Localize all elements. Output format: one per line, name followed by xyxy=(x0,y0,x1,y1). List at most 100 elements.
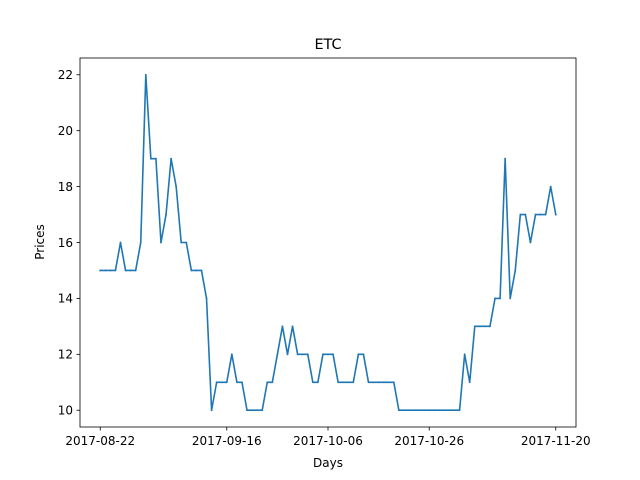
x-tick-label: 2017-11-20 xyxy=(521,434,591,448)
y-axis-label: Prices xyxy=(33,224,47,260)
data-point xyxy=(114,269,117,272)
x-tick-label: 2017-10-26 xyxy=(394,434,464,448)
data-point xyxy=(397,409,400,412)
data-point xyxy=(311,381,314,384)
data-point xyxy=(251,409,253,412)
data-point xyxy=(357,353,360,356)
y-tick-label: 12 xyxy=(58,348,73,362)
data-point xyxy=(554,213,557,216)
plot-area xyxy=(80,58,576,427)
data-point xyxy=(109,269,112,272)
data-point xyxy=(149,157,152,160)
data-point xyxy=(261,409,264,412)
y-axis-ticks: 10 12 14 16 18 20 22 xyxy=(58,68,80,418)
x-axis-ticks: 2017-08-22 2017-09-16 2017-10-06 2017-10-26… xyxy=(65,427,591,448)
data-point xyxy=(266,381,269,384)
y-tick-label: 20 xyxy=(58,124,73,138)
data-point xyxy=(342,381,345,384)
data-point xyxy=(549,185,552,188)
data-point xyxy=(428,409,431,412)
data-point xyxy=(296,353,299,356)
data-point xyxy=(448,409,451,412)
data-point xyxy=(306,353,309,356)
data-point xyxy=(519,213,522,216)
data-point xyxy=(438,409,441,412)
x-axis-label: Days xyxy=(313,456,343,470)
data-point xyxy=(509,297,512,300)
y-tick-label: 18 xyxy=(58,180,73,194)
data-point xyxy=(230,353,233,356)
data-point xyxy=(139,241,142,244)
x-tick-label: 2017-09-16 xyxy=(192,434,262,448)
x-tick-label: 2017-08-22 xyxy=(65,434,135,448)
data-point xyxy=(291,325,294,328)
data-point xyxy=(377,381,380,384)
data-point xyxy=(499,297,501,300)
data-point xyxy=(443,409,446,412)
data-point xyxy=(408,409,410,412)
data-point xyxy=(215,381,218,384)
data-point xyxy=(534,213,537,216)
chart-title: ETC xyxy=(314,37,341,53)
data-point xyxy=(301,353,304,356)
data-point xyxy=(119,241,122,244)
data-point xyxy=(155,157,157,160)
data-point xyxy=(544,213,547,216)
data-point xyxy=(463,353,466,356)
data-point xyxy=(104,269,107,272)
data-point xyxy=(403,409,405,412)
data-point xyxy=(316,381,319,384)
data-point xyxy=(484,325,486,328)
data-point xyxy=(241,381,243,384)
data-point xyxy=(180,241,183,244)
data-point xyxy=(185,241,188,244)
x-tick-label: 2017-10-06 xyxy=(293,434,363,448)
data-point xyxy=(352,381,355,384)
data-point xyxy=(468,381,471,384)
data-point xyxy=(539,213,542,216)
data-point xyxy=(413,409,415,412)
data-point xyxy=(134,269,137,272)
data-point xyxy=(205,297,208,300)
axes-background xyxy=(80,58,576,427)
data-point xyxy=(504,157,507,160)
data-point xyxy=(165,213,167,216)
data-point xyxy=(347,381,350,384)
data-point xyxy=(99,269,102,272)
data-point xyxy=(382,381,385,384)
data-point xyxy=(458,409,461,412)
data-point xyxy=(473,325,476,328)
data-point xyxy=(246,409,248,412)
data-point xyxy=(236,381,238,384)
data-point xyxy=(124,269,127,272)
y-tick-label: 22 xyxy=(58,68,73,82)
y-tick-label: 14 xyxy=(58,292,73,306)
data-point xyxy=(423,409,426,412)
data-point xyxy=(144,73,147,76)
data-point xyxy=(529,241,532,244)
data-point xyxy=(453,409,456,412)
data-point xyxy=(175,185,178,188)
y-tick-label: 16 xyxy=(58,236,73,250)
data-point xyxy=(478,325,481,328)
data-point xyxy=(200,269,203,272)
data-point xyxy=(337,381,340,384)
data-point xyxy=(387,381,390,384)
data-point xyxy=(210,409,213,412)
data-point xyxy=(220,381,223,384)
data-point xyxy=(170,157,173,160)
data-point xyxy=(225,381,228,384)
data-point xyxy=(362,353,365,356)
data-point xyxy=(327,353,329,356)
data-point xyxy=(286,353,289,356)
data-point xyxy=(322,353,324,356)
data-point xyxy=(514,269,517,272)
data-point xyxy=(489,325,491,328)
data-point xyxy=(195,269,198,272)
data-point xyxy=(392,381,395,384)
data-point xyxy=(367,381,370,384)
data-point xyxy=(372,381,375,384)
data-point xyxy=(281,325,284,328)
data-point xyxy=(276,353,279,356)
